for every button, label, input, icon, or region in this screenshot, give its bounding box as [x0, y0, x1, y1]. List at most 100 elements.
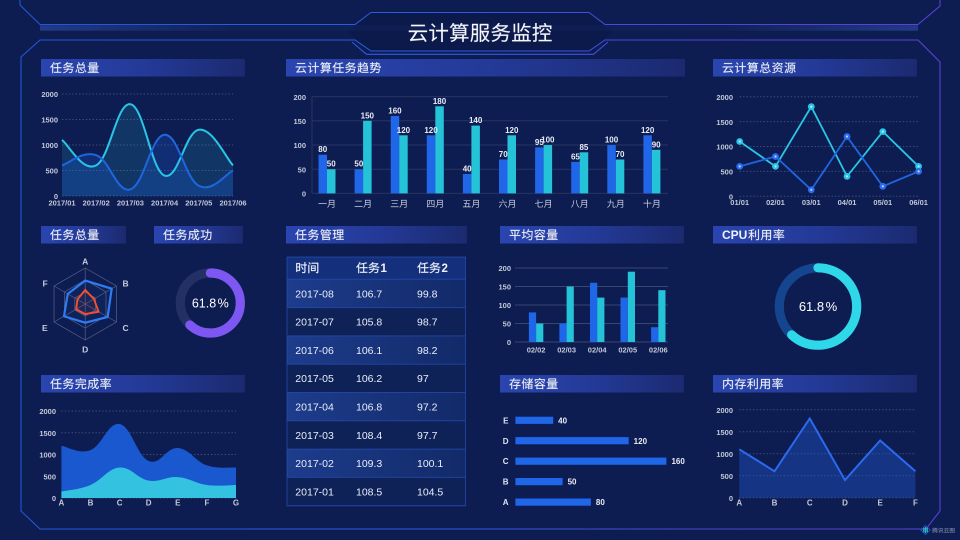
svg-text:2017-06: 2017-06 — [295, 345, 334, 357]
svg-text:90: 90 — [652, 140, 661, 149]
svg-text:A: A — [59, 499, 65, 508]
svg-text:106.8: 106.8 — [356, 401, 382, 413]
svg-text:106.7: 106.7 — [356, 288, 382, 300]
svg-text:02/06: 02/06 — [649, 346, 668, 355]
svg-text:E: E — [878, 499, 884, 508]
svg-text:F: F — [42, 279, 47, 289]
svg-text:70: 70 — [616, 150, 625, 159]
svg-text:1500: 1500 — [716, 118, 733, 127]
svg-text:D: D — [503, 437, 509, 446]
svg-text:02/02: 02/02 — [527, 346, 546, 355]
svg-text:100.1: 100.1 — [417, 458, 443, 470]
svg-text:120: 120 — [641, 126, 655, 135]
svg-text:CPU: CPU — [722, 228, 747, 242]
svg-text:2017-02: 2017-02 — [295, 458, 334, 470]
svg-text:1000: 1000 — [41, 141, 58, 150]
svg-text:2017/02: 2017/02 — [83, 199, 110, 208]
svg-text:1500: 1500 — [41, 116, 58, 125]
svg-text:97.7: 97.7 — [417, 430, 438, 442]
svg-text:2000: 2000 — [716, 406, 733, 415]
svg-text:150: 150 — [293, 117, 306, 126]
svg-text:02/03: 02/03 — [557, 346, 576, 355]
svg-text:1000: 1000 — [716, 143, 733, 152]
svg-text:B: B — [772, 499, 778, 508]
svg-text:2017-04: 2017-04 — [295, 401, 334, 413]
svg-text:F: F — [204, 499, 209, 508]
svg-text:D: D — [842, 499, 848, 508]
svg-text:2017-05: 2017-05 — [295, 373, 334, 385]
svg-text:A: A — [82, 257, 88, 267]
svg-text:80: 80 — [596, 498, 605, 507]
svg-text:C: C — [807, 499, 813, 508]
svg-text:2017/06: 2017/06 — [219, 199, 246, 208]
svg-text:02/01: 02/01 — [766, 198, 785, 207]
svg-text:180: 180 — [433, 97, 447, 106]
svg-text:80: 80 — [318, 145, 327, 154]
svg-text:2017-07: 2017-07 — [295, 317, 334, 329]
svg-text:500: 500 — [720, 472, 733, 481]
svg-text:95: 95 — [535, 138, 544, 147]
svg-text:D: D — [82, 345, 88, 355]
svg-text:40: 40 — [558, 416, 567, 425]
svg-text:E: E — [175, 499, 181, 508]
svg-text:2017/03: 2017/03 — [117, 199, 144, 208]
svg-text:C: C — [123, 323, 129, 333]
svg-text:150: 150 — [498, 283, 511, 292]
svg-text:2017-08: 2017-08 — [295, 288, 334, 300]
svg-text:D: D — [146, 499, 152, 508]
svg-text:2017-03: 2017-03 — [295, 430, 334, 442]
svg-text:200: 200 — [498, 264, 511, 273]
svg-text:50: 50 — [568, 478, 577, 487]
svg-text:E: E — [503, 416, 509, 425]
svg-text:98.7: 98.7 — [417, 317, 438, 329]
svg-text:02/04: 02/04 — [588, 346, 608, 355]
svg-text:160: 160 — [671, 457, 685, 466]
svg-text:108.4: 108.4 — [356, 430, 382, 442]
svg-text:99.8: 99.8 — [417, 288, 438, 300]
svg-text:2000: 2000 — [39, 407, 56, 416]
svg-text:100: 100 — [541, 136, 555, 145]
svg-text:97.2: 97.2 — [417, 401, 438, 413]
svg-text:98.2: 98.2 — [417, 345, 438, 357]
svg-text:04/01: 04/01 — [838, 198, 857, 207]
svg-text:0: 0 — [729, 494, 733, 503]
svg-text:100: 100 — [498, 301, 511, 310]
svg-text:100: 100 — [293, 141, 306, 150]
svg-text:05/01: 05/01 — [873, 198, 892, 207]
svg-text:500: 500 — [720, 168, 733, 177]
svg-text:0: 0 — [729, 193, 733, 202]
svg-text:61.8%: 61.8% — [192, 297, 229, 311]
svg-text:E: E — [42, 323, 48, 333]
svg-text:97: 97 — [417, 373, 429, 385]
svg-text:1500: 1500 — [716, 428, 733, 437]
svg-text:120: 120 — [424, 126, 438, 135]
svg-text:70: 70 — [499, 150, 508, 159]
svg-text:50: 50 — [354, 160, 363, 169]
svg-text:160: 160 — [388, 106, 402, 115]
svg-text:2017/04: 2017/04 — [151, 199, 179, 208]
svg-text:50: 50 — [298, 165, 306, 174]
svg-text:2017/05: 2017/05 — [185, 199, 212, 208]
svg-text:B: B — [88, 499, 94, 508]
svg-text:2017-01: 2017-01 — [295, 486, 334, 498]
svg-text:106.2: 106.2 — [356, 373, 382, 385]
svg-text:1: 1 — [381, 263, 388, 275]
svg-text:2000: 2000 — [716, 93, 733, 102]
svg-text:106.1: 106.1 — [356, 345, 382, 357]
svg-text:0: 0 — [302, 190, 306, 199]
svg-text:65: 65 — [571, 152, 580, 161]
svg-text:120: 120 — [505, 126, 519, 135]
svg-text:03/01: 03/01 — [802, 198, 821, 207]
svg-text:1500: 1500 — [39, 429, 56, 438]
svg-text:2: 2 — [442, 263, 448, 275]
svg-text:120: 120 — [634, 437, 648, 446]
svg-text:50: 50 — [327, 160, 336, 169]
svg-text:105.8: 105.8 — [356, 317, 382, 329]
svg-text:500: 500 — [45, 167, 58, 176]
svg-text:G: G — [233, 499, 239, 508]
svg-text:500: 500 — [43, 472, 56, 481]
svg-text:A: A — [736, 499, 742, 508]
svg-text:1000: 1000 — [716, 450, 733, 459]
svg-text:85: 85 — [579, 143, 588, 152]
svg-text:01/01: 01/01 — [730, 198, 749, 207]
